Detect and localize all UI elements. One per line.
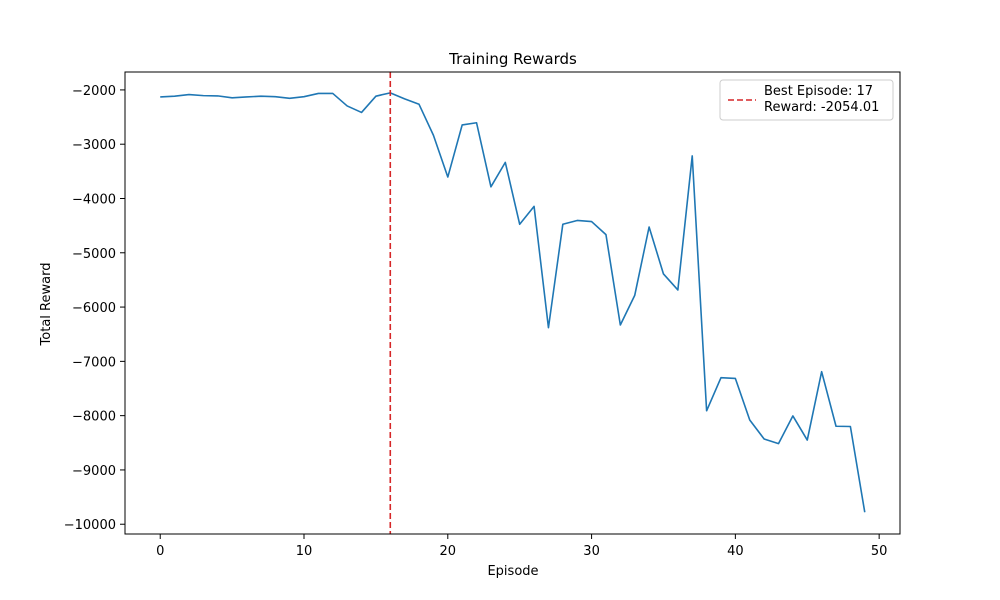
data-point xyxy=(202,94,204,96)
data-point xyxy=(188,93,190,95)
data-point xyxy=(303,96,305,98)
data-point xyxy=(288,97,290,99)
data-point xyxy=(849,425,851,427)
data-point xyxy=(173,95,175,97)
data-point xyxy=(648,226,650,228)
x-tick-label: 20 xyxy=(440,544,457,559)
data-point xyxy=(806,439,808,441)
legend-label: Reward: -2054.01 xyxy=(764,100,879,115)
data-point xyxy=(749,419,751,421)
data-point xyxy=(720,376,722,378)
axes-frame xyxy=(124,71,901,535)
data-point xyxy=(317,92,319,94)
y-tick-label: −6000 xyxy=(72,301,116,316)
x-tick-label: 0 xyxy=(156,544,164,559)
y-tick-label: −4000 xyxy=(72,192,116,207)
chart-title: Training Rewards xyxy=(448,50,577,68)
x-tick-label: 40 xyxy=(727,544,744,559)
data-point xyxy=(332,92,334,94)
data-point xyxy=(260,95,262,97)
y-tick-label: −3000 xyxy=(72,138,116,153)
data-point xyxy=(375,95,377,97)
data-point xyxy=(619,324,621,326)
x-tick-label: 50 xyxy=(871,544,888,559)
data-point xyxy=(547,327,549,329)
data-point xyxy=(432,134,434,136)
legend-label: Best Episode: 17 xyxy=(764,84,873,99)
y-tick-label: −9000 xyxy=(72,464,116,479)
data-point xyxy=(533,205,535,207)
data-point xyxy=(777,442,779,444)
axes: 0 10 20 30 40 50 −10000 −9000 −8000 −7000 −6000 −50… xyxy=(64,71,901,559)
legend-box xyxy=(719,79,894,121)
data-point xyxy=(475,122,477,124)
data-point xyxy=(734,377,736,379)
data-point xyxy=(820,370,822,372)
data-point xyxy=(217,95,219,97)
reward-series-line xyxy=(160,92,866,513)
data-point xyxy=(159,96,161,98)
data-point xyxy=(763,438,765,440)
data-point xyxy=(490,186,492,188)
data-point xyxy=(504,161,506,163)
data-point xyxy=(634,294,636,296)
y-tick-label: −7000 xyxy=(72,355,116,370)
data-point xyxy=(677,289,679,291)
data-point xyxy=(346,105,348,107)
data-point xyxy=(245,96,247,98)
data-point xyxy=(864,511,866,513)
y-tick-label: −8000 xyxy=(72,410,116,425)
data-point xyxy=(403,98,405,100)
x-tick-label: 30 xyxy=(583,544,600,559)
x-axis-label: Episode xyxy=(487,564,538,579)
y-tick-label: −10000 xyxy=(64,518,116,533)
y-tick-label: −2000 xyxy=(72,84,116,99)
data-point xyxy=(691,155,693,157)
data-point xyxy=(231,97,233,99)
data-point xyxy=(562,223,564,225)
y-tick-label: −5000 xyxy=(72,247,116,262)
data-point xyxy=(447,176,449,178)
data-point xyxy=(835,425,837,427)
data-point xyxy=(518,223,520,225)
y-axis-label: Total Reward xyxy=(39,263,54,347)
data-point xyxy=(792,415,794,417)
data-point xyxy=(461,124,463,126)
data-point xyxy=(274,96,276,98)
data-point xyxy=(590,220,592,222)
data-point xyxy=(605,233,607,235)
data-point xyxy=(662,273,664,275)
data-point xyxy=(705,410,707,412)
x-tick-label: 10 xyxy=(296,544,313,559)
data-point xyxy=(418,103,420,105)
data-point xyxy=(360,111,362,113)
data-point xyxy=(576,219,578,221)
plot-area xyxy=(159,72,866,534)
